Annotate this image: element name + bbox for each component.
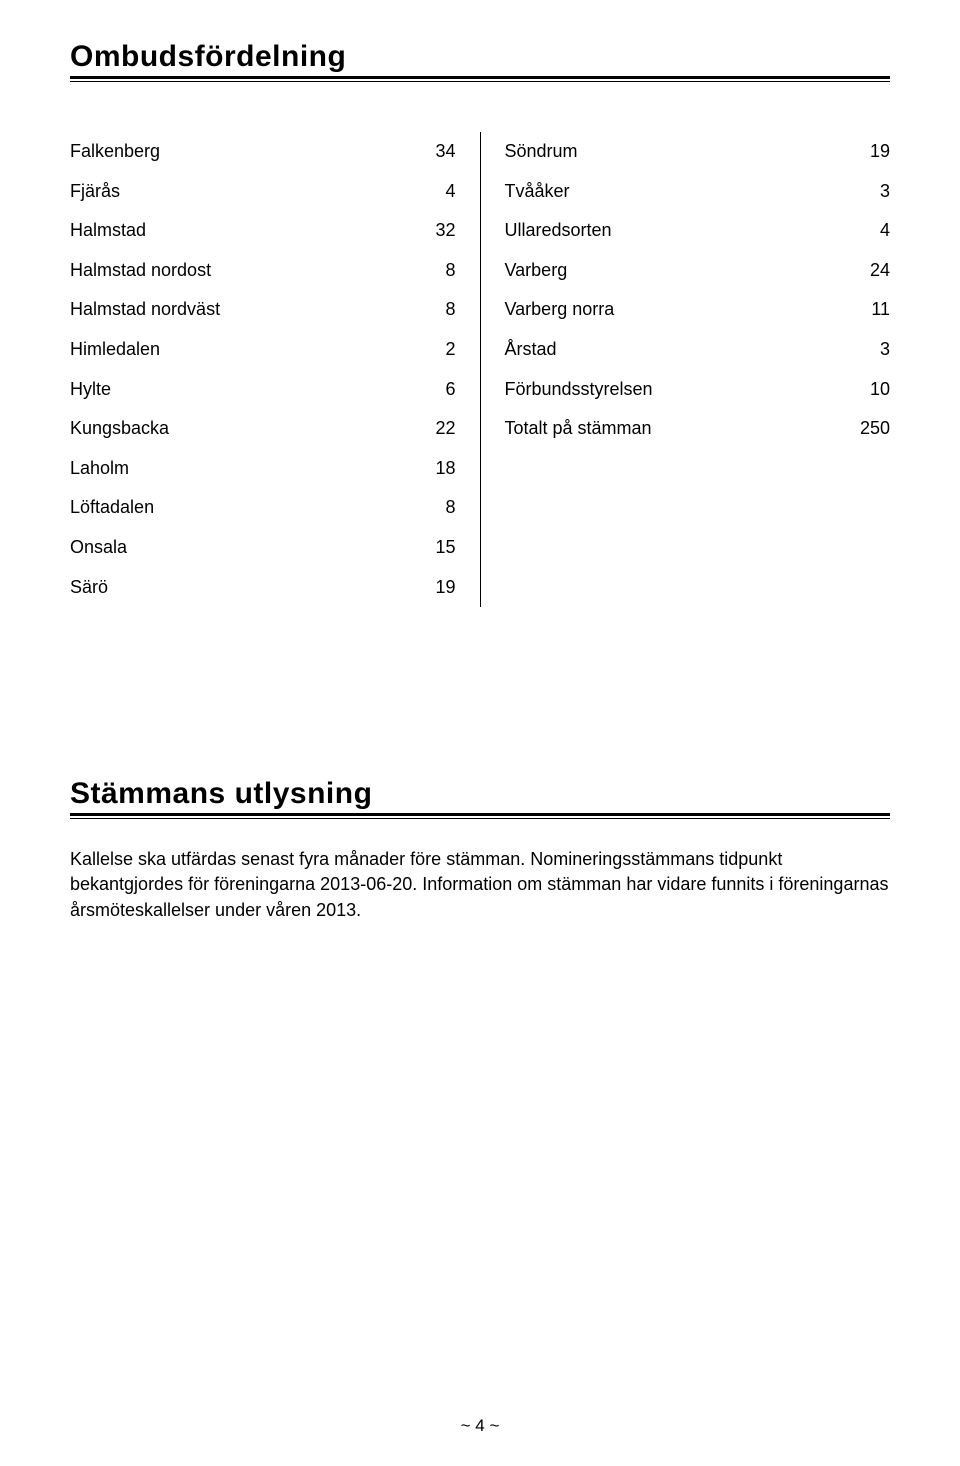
- divider-thick-1: [70, 76, 890, 79]
- table-row: Totalt på stämman 250: [505, 409, 891, 449]
- row-value: 22: [376, 409, 456, 449]
- row-value: 10: [810, 370, 890, 410]
- row-label: Laholm: [70, 449, 376, 489]
- section2: Stämmans utlysning Kallelse ska utfärdas…: [70, 777, 890, 923]
- table-row: Himledalen 2: [70, 330, 456, 370]
- row-value: 8: [376, 290, 456, 330]
- table-row: Hylte 6: [70, 370, 456, 410]
- divider-thick-2: [70, 813, 890, 816]
- table-row: Årstad 3: [505, 330, 891, 370]
- table-row: Särö 19: [70, 568, 456, 608]
- row-value: 250: [810, 409, 890, 449]
- divider-thin-2: [70, 818, 890, 819]
- row-value: 15: [376, 528, 456, 568]
- row-label: Varberg: [505, 251, 811, 291]
- row-value: 32: [376, 211, 456, 251]
- table-row: Kungsbacka 22: [70, 409, 456, 449]
- table-row: Laholm 18: [70, 449, 456, 489]
- table-row: Löftadalen 8: [70, 488, 456, 528]
- page: Ombudsfördelning Falkenberg 34 Fjärås 4 …: [0, 0, 960, 1466]
- distribution-table: Falkenberg 34 Fjärås 4 Halmstad 32 Halms…: [70, 132, 890, 607]
- row-label: Onsala: [70, 528, 376, 568]
- section1-title: Ombudsfördelning: [70, 40, 890, 74]
- table-row: Varberg norra 11: [505, 290, 891, 330]
- row-label: Kungsbacka: [70, 409, 376, 449]
- row-label: Varberg norra: [505, 290, 811, 330]
- row-label: Halmstad nordost: [70, 251, 376, 291]
- table-row: Söndrum 19: [505, 132, 891, 172]
- row-label: Halmstad nordväst: [70, 290, 376, 330]
- row-label: Tvååker: [505, 172, 811, 212]
- table-row: Tvååker 3: [505, 172, 891, 212]
- row-value: 4: [376, 172, 456, 212]
- row-label: Årstad: [505, 330, 811, 370]
- row-label: Förbundsstyrelsen: [505, 370, 811, 410]
- row-value: 19: [376, 568, 456, 608]
- row-value: 11: [810, 290, 890, 330]
- row-value: 24: [810, 251, 890, 291]
- row-value: 34: [376, 132, 456, 172]
- row-value: 3: [810, 330, 890, 370]
- table-row: Halmstad nordost 8: [70, 251, 456, 291]
- row-label: Falkenberg: [70, 132, 376, 172]
- table-row: Halmstad nordväst 8: [70, 290, 456, 330]
- row-value: 4: [810, 211, 890, 251]
- row-value: 8: [376, 251, 456, 291]
- row-label: Löftadalen: [70, 488, 376, 528]
- row-label: Söndrum: [505, 132, 811, 172]
- row-label: Hylte: [70, 370, 376, 410]
- table-row: Varberg 24: [505, 251, 891, 291]
- row-label: Ullaredsorten: [505, 211, 811, 251]
- row-value: 18: [376, 449, 456, 489]
- row-label: Fjärås: [70, 172, 376, 212]
- row-label: Himledalen: [70, 330, 376, 370]
- page-number: ~ 4 ~: [0, 1416, 960, 1436]
- table-row: Halmstad 32: [70, 211, 456, 251]
- table-row: Förbundsstyrelsen 10: [505, 370, 891, 410]
- divider-thin-1: [70, 81, 890, 82]
- row-value: 19: [810, 132, 890, 172]
- row-label: Totalt på stämman: [505, 409, 811, 449]
- table-row: Fjärås 4: [70, 172, 456, 212]
- row-label: Särö: [70, 568, 376, 608]
- table-row: Ullaredsorten 4: [505, 211, 891, 251]
- section2-title: Stämmans utlysning: [70, 777, 890, 811]
- section2-body: Kallelse ska utfärdas senast fyra månade…: [70, 847, 890, 923]
- table-row: Falkenberg 34: [70, 132, 456, 172]
- table-row: Onsala 15: [70, 528, 456, 568]
- distribution-left-column: Falkenberg 34 Fjärås 4 Halmstad 32 Halms…: [70, 132, 481, 607]
- row-value: 8: [376, 488, 456, 528]
- row-value: 6: [376, 370, 456, 410]
- row-value: 3: [810, 172, 890, 212]
- row-label: Halmstad: [70, 211, 376, 251]
- distribution-right-column: Söndrum 19 Tvååker 3 Ullaredsorten 4 Var…: [481, 132, 891, 607]
- row-value: 2: [376, 330, 456, 370]
